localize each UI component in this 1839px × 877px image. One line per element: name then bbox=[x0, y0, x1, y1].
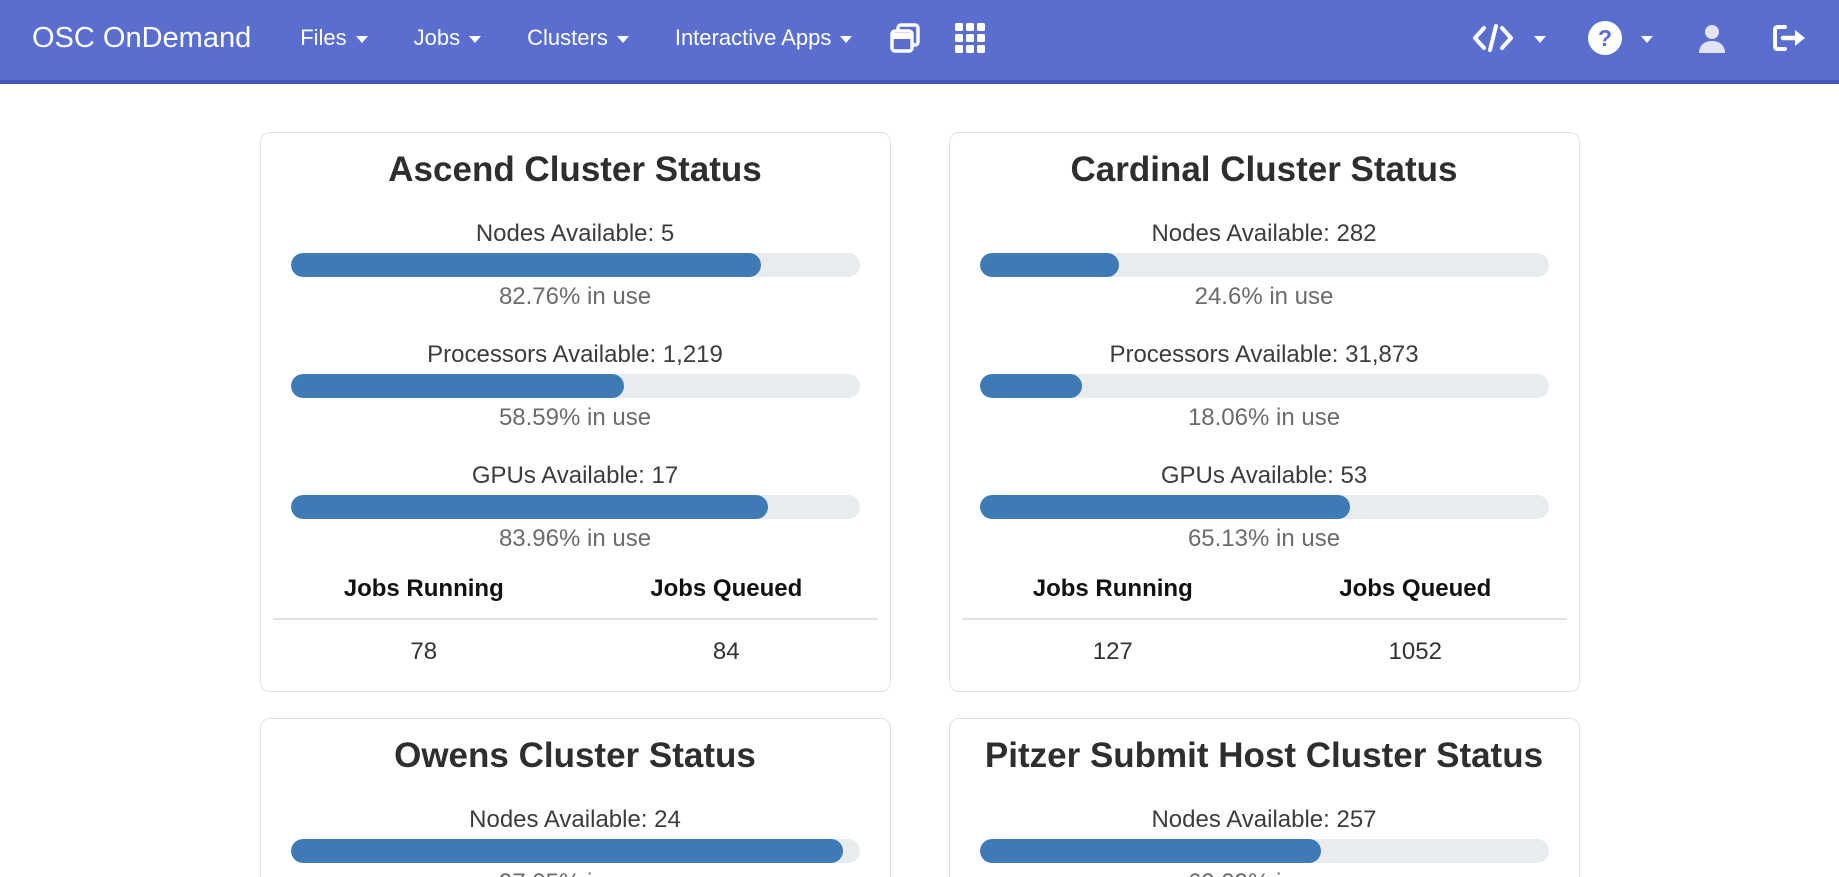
metric-processors: Processors Available: 31,873 18.06% in u… bbox=[950, 340, 1579, 433]
cluster-title: Ascend Cluster Status bbox=[388, 150, 762, 189]
progress-track bbox=[290, 374, 860, 398]
progress-fill bbox=[290, 253, 762, 277]
progress-fill bbox=[290, 495, 769, 519]
brand-link[interactable]: OSC OnDemand bbox=[32, 21, 252, 54]
menu-files[interactable]: Files bbox=[277, 15, 390, 61]
metric-percent-label: 82.76% in use bbox=[498, 283, 652, 310]
top-navbar: OSC OnDemand Files Jobs Clusters Interac… bbox=[0, 0, 1839, 84]
chevron-down-icon bbox=[840, 36, 853, 43]
jobs-queued-value: 84 bbox=[712, 638, 740, 665]
chevron-down-icon bbox=[1534, 36, 1546, 43]
jobs-header-row: Jobs Running Jobs Queued bbox=[961, 574, 1567, 620]
develop-menu[interactable] bbox=[1471, 23, 1546, 53]
metric-label: Nodes Available: 282 bbox=[1151, 220, 1377, 247]
menu-interactive-apps[interactable]: Interactive Apps bbox=[652, 15, 876, 61]
metric-gpus: GPUs Available: 17 83.96% in use bbox=[261, 461, 890, 554]
metric-label: Processors Available: 1,219 bbox=[427, 341, 723, 368]
navbar-menus: Files Jobs Clusters Interactive Apps bbox=[277, 15, 875, 61]
metric-label: GPUs Available: 17 bbox=[471, 462, 679, 489]
metric-label: Nodes Available: 24 bbox=[469, 806, 681, 833]
help-icon: ? bbox=[1588, 21, 1622, 55]
logout-icon bbox=[1773, 25, 1805, 51]
user-button[interactable] bbox=[1695, 21, 1729, 55]
cluster-title: Cardinal Cluster Status bbox=[1070, 150, 1458, 189]
progress-fill bbox=[290, 839, 843, 863]
my-interactive-sessions-button[interactable] bbox=[889, 22, 921, 54]
jobs-queued-value: 1052 bbox=[1388, 638, 1442, 665]
cluster-card-owens: Owens Cluster Status Nodes Available: 24… bbox=[259, 718, 891, 877]
jobs-value-row: 78 84 bbox=[273, 620, 878, 667]
metric-processors: Processors Available: 1,219 58.59% in us… bbox=[261, 340, 890, 433]
jobs-running-value: 127 bbox=[1092, 638, 1133, 665]
metric-nodes: Nodes Available: 257 60.09% in use bbox=[950, 805, 1579, 877]
progress-track bbox=[290, 253, 860, 277]
dashboard-main: Ascend Cluster Status Nodes Available: 5… bbox=[259, 84, 1580, 877]
chevron-down-icon bbox=[616, 36, 629, 43]
code-icon bbox=[1473, 24, 1513, 52]
user-icon bbox=[1699, 25, 1725, 53]
metric-percent-label: 18.06% in use bbox=[1187, 404, 1341, 431]
progress-fill bbox=[290, 374, 624, 398]
progress-fill bbox=[979, 374, 1083, 398]
metric-percent-label: 60.09% in use bbox=[950, 868, 1579, 877]
progress-fill bbox=[979, 253, 1120, 277]
jobs-queued-header: Jobs Queued bbox=[650, 575, 803, 602]
jobs-queued-header: Jobs Queued bbox=[1339, 575, 1492, 602]
cluster-card-pitzer: Pitzer Submit Host Cluster Status Nodes … bbox=[948, 718, 1580, 877]
jobs-running-header: Jobs Running bbox=[343, 575, 504, 602]
jobs-value-row: 127 1052 bbox=[962, 620, 1567, 667]
menu-interactive-apps-label: Interactive Apps bbox=[674, 25, 832, 50]
cluster-title: Pitzer Submit Host Cluster Status bbox=[984, 736, 1544, 775]
metric-percent-label: 83.96% in use bbox=[498, 525, 652, 552]
menu-jobs-label: Jobs bbox=[413, 25, 461, 50]
progress-fill bbox=[979, 839, 1322, 863]
metric-nodes: Nodes Available: 5 82.76% in use bbox=[261, 219, 890, 312]
navbar-icon-buttons bbox=[889, 22, 986, 54]
progress-track bbox=[979, 253, 1549, 277]
metric-gpus: GPUs Available: 53 65.13% in use bbox=[950, 461, 1579, 554]
progress-track bbox=[979, 839, 1549, 863]
progress-track bbox=[979, 374, 1549, 398]
metric-label: Processors Available: 31,873 bbox=[1109, 341, 1419, 368]
jobs-running-value: 78 bbox=[410, 638, 438, 665]
chevron-down-icon bbox=[1641, 36, 1653, 43]
metric-label: Nodes Available: 257 bbox=[1151, 806, 1377, 833]
progress-fill bbox=[979, 495, 1351, 519]
jobs-table: Jobs Running Jobs Queued 127 1052 bbox=[961, 574, 1567, 667]
menu-clusters-label: Clusters bbox=[527, 25, 608, 50]
menu-jobs[interactable]: Jobs bbox=[391, 15, 504, 61]
metric-label: Nodes Available: 5 bbox=[475, 220, 675, 247]
jobs-table: Jobs Running Jobs Queued 78 84 bbox=[272, 574, 878, 667]
cluster-card-cardinal: Cardinal Cluster Status Nodes Available:… bbox=[948, 132, 1580, 692]
progress-track bbox=[290, 839, 860, 863]
menu-clusters[interactable]: Clusters bbox=[504, 15, 652, 61]
progress-track bbox=[979, 495, 1549, 519]
logout-button[interactable] bbox=[1771, 22, 1807, 54]
jobs-header-row: Jobs Running Jobs Queued bbox=[272, 574, 878, 620]
jobs-running-header: Jobs Running bbox=[1032, 575, 1193, 602]
navbar-right: ? bbox=[1471, 21, 1807, 55]
cluster-cards-grid: Ascend Cluster Status Nodes Available: 5… bbox=[259, 132, 1580, 877]
progress-track bbox=[290, 495, 860, 519]
metric-percent-label: 65.13% in use bbox=[1187, 525, 1341, 552]
metric-percent-label: 58.59% in use bbox=[498, 404, 652, 431]
apps-grid-icon bbox=[955, 23, 986, 53]
all-apps-button[interactable] bbox=[955, 23, 986, 53]
chevron-down-icon bbox=[355, 36, 368, 43]
menu-files-label: Files bbox=[300, 25, 347, 50]
help-menu[interactable]: ? bbox=[1588, 21, 1653, 55]
cluster-title: Owens Cluster Status bbox=[394, 736, 756, 775]
metric-percent-label: 24.6% in use bbox=[1194, 283, 1334, 310]
restore-windows-icon bbox=[890, 23, 921, 53]
cluster-card-ascend: Ascend Cluster Status Nodes Available: 5… bbox=[259, 132, 891, 692]
metric-percent-label: 97.05% in use bbox=[261, 868, 890, 877]
metric-nodes: Nodes Available: 24 97.05% in use bbox=[261, 805, 890, 877]
chevron-down-icon bbox=[469, 36, 482, 43]
metric-nodes: Nodes Available: 282 24.6% in use bbox=[950, 219, 1579, 312]
metric-label: GPUs Available: 53 bbox=[1160, 462, 1368, 489]
